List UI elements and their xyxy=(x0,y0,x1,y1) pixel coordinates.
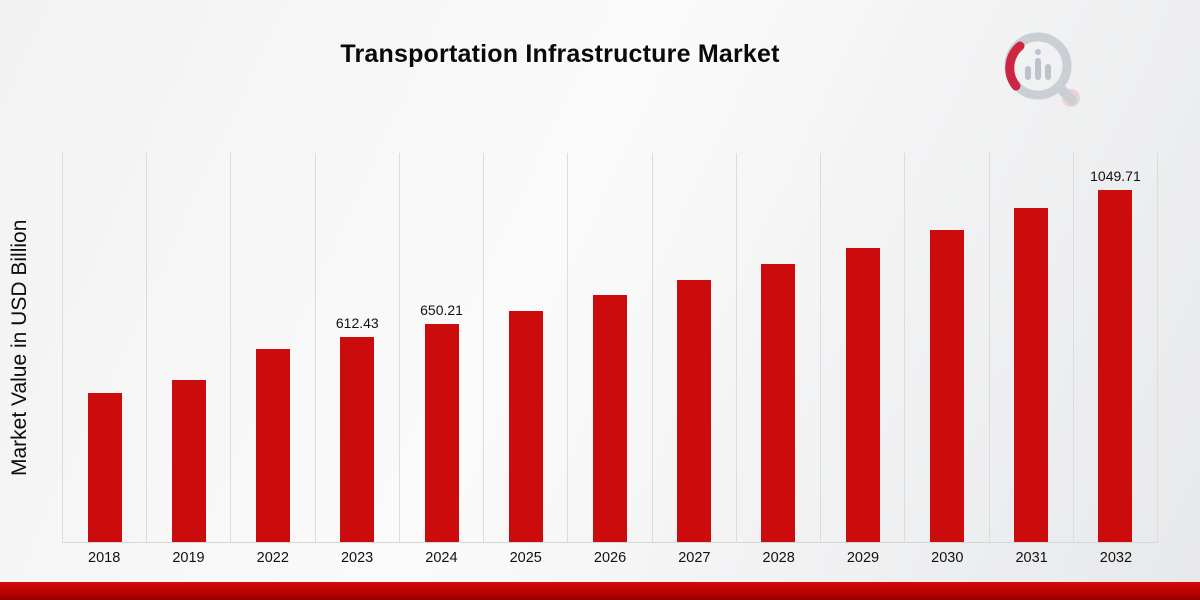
x-tick-2025: 2025 xyxy=(509,550,542,566)
x-tick-2029: 2029 xyxy=(846,550,880,566)
chart-title: Transportation Infrastructure Market xyxy=(340,40,780,68)
x-tick-2024: 2024 xyxy=(425,550,458,566)
bar-value-label-2023: 612.43 xyxy=(335,314,379,331)
grid-cell-2023: 612.43 xyxy=(314,153,399,542)
footer-stripe xyxy=(0,582,1200,600)
x-tick-2031: 2031 xyxy=(1015,550,1048,566)
x-tick-2022: 2022 xyxy=(256,550,289,566)
grid-cell-2032: 1049.71 xyxy=(1072,153,1159,542)
x-tick-2028: 2028 xyxy=(762,550,795,566)
x-tick-2018: 2018 xyxy=(88,550,121,566)
bar-value-label-2032: 1049.71 xyxy=(1090,168,1141,184)
x-tick-2023: 2023 xyxy=(340,550,374,566)
grid-cell-2028 xyxy=(735,153,820,542)
grid-cell-2022 xyxy=(230,153,314,542)
bar-2022 xyxy=(256,348,291,542)
bar-2019 xyxy=(171,380,206,542)
magnifier-bar-chart-icon xyxy=(1004,32,1080,107)
x-tick-2026: 2026 xyxy=(593,550,627,566)
brand-logo xyxy=(996,28,1092,121)
x-tick-2019: 2019 xyxy=(172,550,205,566)
bar-2030 xyxy=(929,229,964,542)
x-tick-2030: 2030 xyxy=(931,550,964,566)
grid-cell-2027 xyxy=(651,153,736,542)
grid-cell-2025 xyxy=(483,153,567,542)
plot-area: 612.43 650.21 1049.71 xyxy=(62,153,1159,543)
y-axis-label: Market Value in USD Billion xyxy=(8,219,31,477)
bar-2028 xyxy=(761,263,796,542)
bar-2023 xyxy=(340,336,375,542)
grid-cell-2024: 650.21 xyxy=(398,153,483,542)
grid-cell-2030 xyxy=(904,153,988,542)
grid-cell-2029 xyxy=(820,153,904,542)
grid-cell-2026 xyxy=(567,153,651,542)
x-tick-2027: 2027 xyxy=(678,550,711,566)
bar-2029 xyxy=(845,247,880,542)
bar-2024 xyxy=(424,323,459,542)
bar-2032 xyxy=(1098,190,1133,542)
x-tick-2032: 2032 xyxy=(1099,550,1133,566)
bar-2018 xyxy=(87,393,122,542)
grid-cell-2031 xyxy=(988,153,1073,542)
grid-cell-2018 xyxy=(62,153,146,542)
bar-2027 xyxy=(677,280,712,542)
bar-2025 xyxy=(508,310,543,542)
grid-cell-2019 xyxy=(146,153,230,542)
bar-2026 xyxy=(593,295,628,542)
x-axis-labels: 2018 2019 2022 2023 2024 2025 2026 2027 2028 2029… xyxy=(62,550,1158,572)
bar-value-label-2024: 650.21 xyxy=(420,301,463,318)
bar-2031 xyxy=(1014,208,1049,542)
